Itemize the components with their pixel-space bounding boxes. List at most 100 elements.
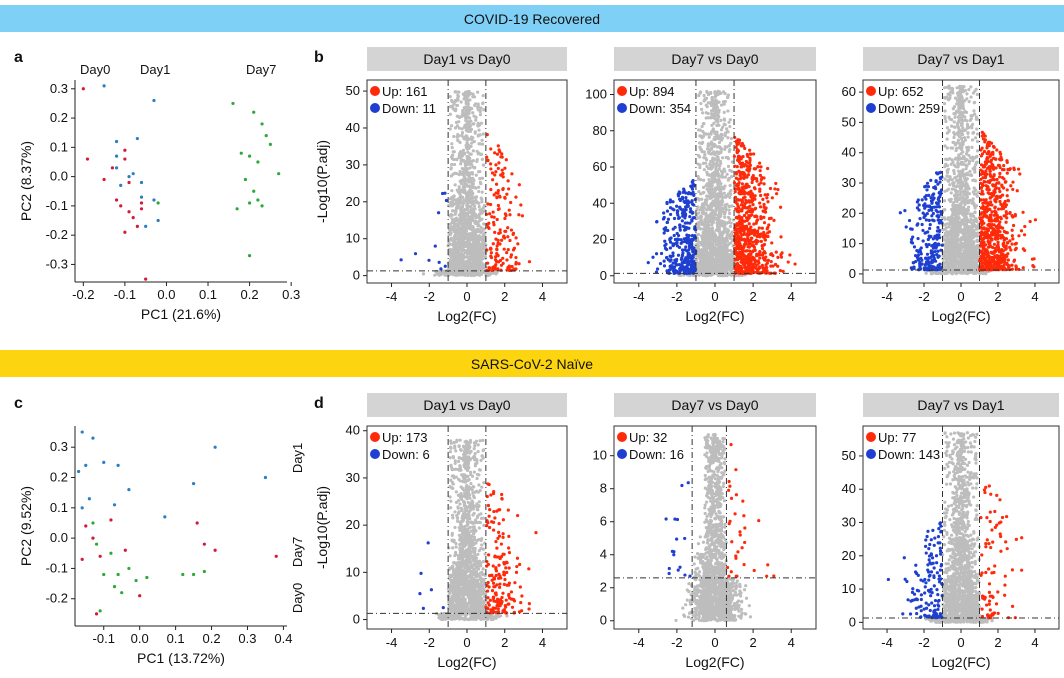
volcano-1-point-up	[509, 200, 513, 205]
volcano-1-point-up	[489, 251, 494, 255]
pca-c-point-day1	[84, 463, 88, 467]
volcano-1-point-ns	[477, 212, 482, 216]
pca-c-point-day0	[109, 518, 113, 522]
volcano-2-point-down	[689, 264, 693, 268]
volcano-1-point-up	[499, 155, 503, 159]
pca-a-point-day1	[114, 166, 119, 170]
pca-c-point-day1	[163, 515, 167, 519]
volcano-1-point-ns	[455, 124, 460, 128]
volcano-2-point-up	[745, 249, 749, 253]
volcano-2-point-ns	[717, 239, 722, 244]
volcano-1-point-ns	[470, 264, 474, 268]
volcano-2-point-up	[734, 139, 738, 144]
volcano-1-point-up	[495, 217, 499, 222]
pca-c-point-day7	[98, 609, 102, 613]
volcano-2-point-ns	[704, 213, 708, 217]
volcano-2-point-up	[740, 209, 744, 213]
volcano-2-point-ns	[723, 118, 727, 122]
banner-recovered-bg	[0, 5, 1064, 32]
volcano-2-point-up	[749, 225, 753, 229]
pca-c-point-day0	[91, 536, 95, 540]
volcano-1-point-ns	[473, 131, 477, 135]
volcano-2-point-up	[752, 167, 756, 171]
volcano-1-point-up	[503, 212, 507, 216]
volcano-2-point-down	[665, 200, 669, 205]
volcano-2-point-ns	[721, 247, 725, 251]
pca-a-point-day0	[81, 87, 85, 91]
volcano-2-point-up	[737, 191, 741, 195]
volcano-2-point-down	[671, 261, 675, 265]
volcano-2-point-down	[662, 227, 666, 231]
volcano-2-point-down	[668, 206, 673, 210]
volcano-1-point-ns	[454, 256, 458, 260]
volcano-1-point-ns	[476, 246, 480, 250]
volcano-2-point-ns	[707, 217, 711, 221]
volcano-2-point-down	[655, 219, 659, 224]
volcano-1-point-ns	[470, 196, 474, 201]
volcano-2-point-up	[739, 165, 743, 169]
volcano-2-point-ns	[717, 223, 721, 227]
volcano-1-point-ns	[465, 102, 469, 106]
panel-letter-a: a	[14, 49, 23, 66]
volcano-1-point-down	[437, 260, 441, 264]
volcano-1-point-up	[486, 158, 490, 162]
volcano-1-point-up	[484, 212, 489, 216]
volcano-1-point-ns	[466, 105, 470, 109]
volcano-2-point-up	[769, 259, 773, 264]
volcano-1-point-ns	[474, 198, 478, 202]
volcano-1-point-ns	[452, 224, 456, 229]
volcano-1-point-ns	[476, 108, 480, 112]
volcano-1-point-ns	[450, 162, 454, 167]
volcano-2-point-ns	[702, 178, 706, 182]
volcano-1-point-ns	[461, 185, 465, 189]
volcano-2-point-down	[675, 263, 679, 267]
volcano-1-point-ns	[478, 265, 482, 269]
volcano-1-y-tick-label: 30	[346, 157, 360, 172]
volcano-1-point-ns	[470, 237, 474, 242]
volcano-2-point-up	[748, 242, 752, 246]
volcano-2-point-ns	[721, 90, 726, 94]
volcano-2-point-down	[683, 239, 687, 244]
volcano-1-point-up	[517, 262, 521, 266]
volcano-2-point-ns	[718, 201, 722, 206]
volcano-2-point-up	[762, 221, 767, 225]
volcano-1-point-ns	[472, 139, 476, 144]
volcano-2-point-ns	[727, 144, 732, 148]
volcano-2-point-up	[754, 214, 758, 218]
volcano-1-point-up	[514, 255, 518, 260]
volcano-1-point-ns	[467, 248, 471, 253]
pca-a-point-day7	[247, 154, 252, 158]
volcano-1-point-up	[492, 193, 496, 197]
volcano-2-point-ns	[707, 229, 711, 233]
volcano-1-point-ns	[448, 95, 452, 99]
pca-a-point-day7	[156, 201, 160, 205]
volcano-2-point-up	[735, 232, 739, 236]
volcano-1-point-ns	[448, 127, 452, 131]
volcano-1-point-ns	[452, 221, 456, 225]
volcano-1-point-up	[488, 212, 492, 216]
volcano-2-point-up	[737, 252, 742, 257]
volcano-1-point-ns	[481, 254, 485, 258]
volcano-1-point-ns	[475, 159, 479, 164]
volcano-1-point-ns	[480, 197, 484, 201]
volcano-1-point-ns	[459, 162, 463, 166]
volcano-2-point-ns	[698, 226, 702, 231]
volcano-2-point-ns	[704, 248, 708, 252]
volcano-2-point-down	[658, 262, 663, 266]
volcano-2-point-up	[732, 180, 737, 185]
volcano-2-point-up	[734, 176, 738, 180]
pca-a-y-axis-title: PC2 (8.37%)	[18, 141, 34, 221]
pca-a-point-day7	[243, 177, 248, 182]
volcano-1-point-up	[505, 251, 509, 255]
volcano-2-point-ns	[719, 269, 723, 273]
volcano-2-point-ns	[716, 158, 721, 162]
volcano-2-point-up	[750, 213, 754, 217]
volcano-2-point-ns	[710, 226, 715, 230]
volcano-2-point-ns	[707, 178, 711, 182]
volcano-2-point-down	[666, 228, 670, 233]
volcano-2-point-up	[742, 254, 747, 258]
volcano-1-point-up	[520, 214, 524, 218]
volcano-1-point-up	[496, 144, 500, 148]
volcano-1-point-ns	[466, 167, 470, 171]
volcano-1-point-ns	[465, 203, 469, 207]
